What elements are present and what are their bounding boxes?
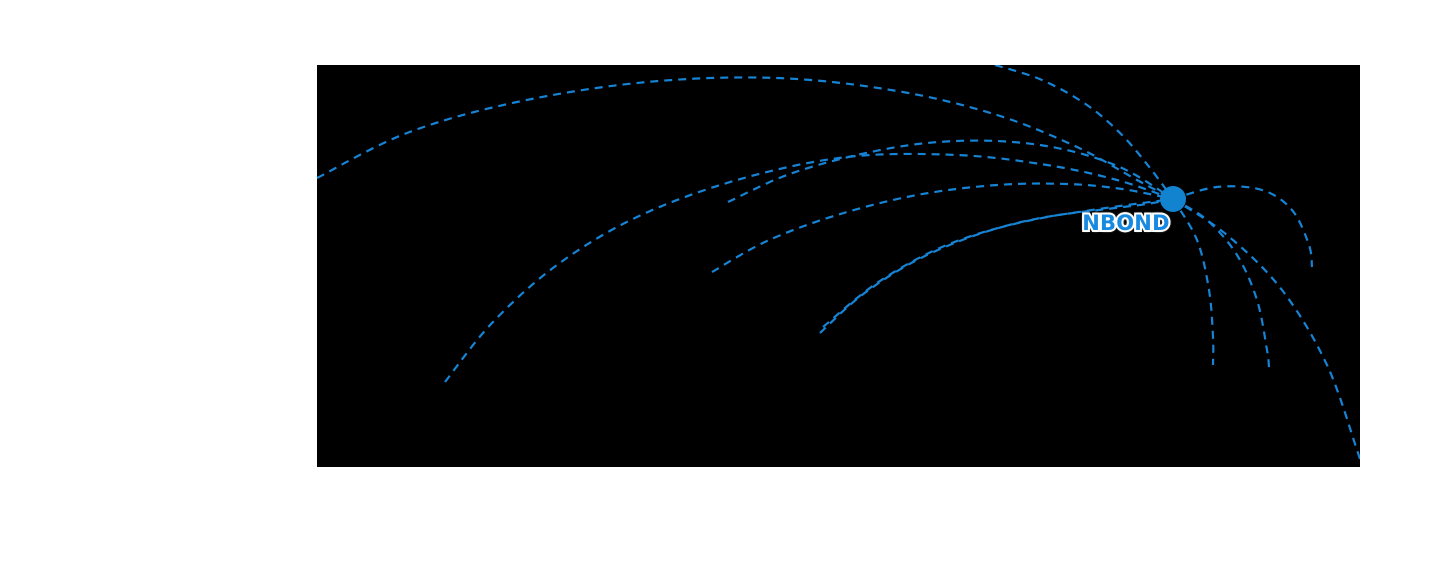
route-arc bbox=[727, 139, 1174, 204]
route-arc bbox=[317, 76, 1174, 200]
route-arc bbox=[1172, 198, 1271, 368]
route-arc bbox=[994, 65, 1174, 200]
route-arc bbox=[711, 182, 1174, 273]
route-arc bbox=[1172, 185, 1314, 268]
route-arcs-layer bbox=[317, 65, 1360, 463]
route-arc bbox=[444, 152, 1174, 383]
route-arc bbox=[1172, 198, 1215, 366]
route-arc bbox=[822, 197, 1174, 328]
map-panel: NBOND bbox=[317, 65, 1360, 467]
route-arc bbox=[1172, 198, 1360, 463]
route-arc bbox=[819, 197, 1174, 334]
